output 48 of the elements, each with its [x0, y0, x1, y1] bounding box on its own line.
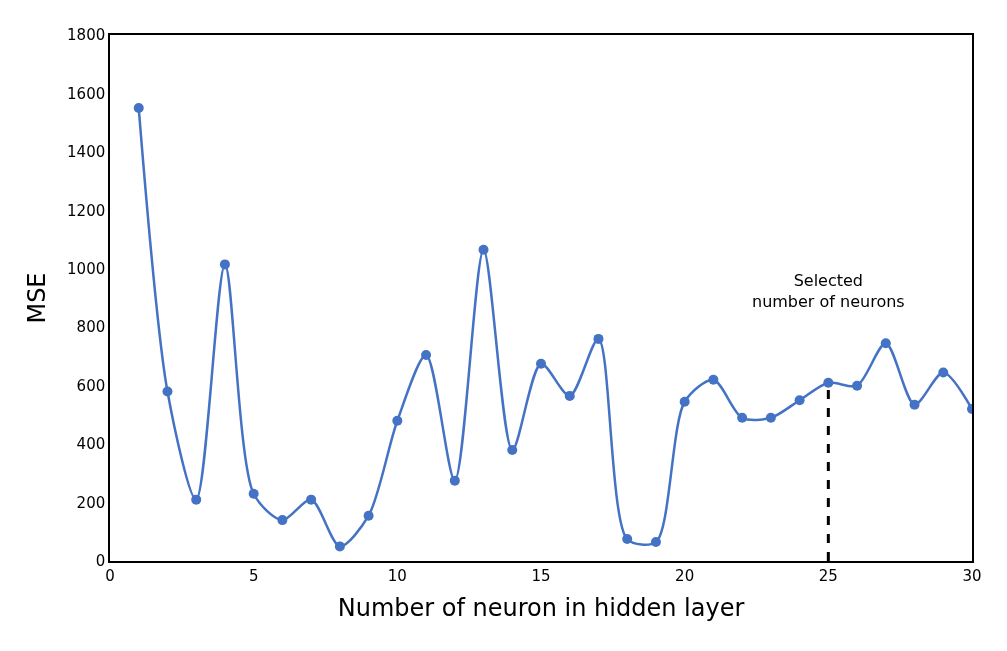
point: [306, 494, 317, 505]
point: [162, 386, 173, 397]
y-tick-label: 1800: [67, 26, 106, 45]
y-tick-label: 1000: [67, 260, 106, 279]
point: [564, 390, 575, 401]
point: [765, 412, 776, 423]
point: [852, 380, 863, 391]
x-tick-label: 10: [387, 566, 407, 585]
point: [277, 515, 288, 526]
point: [191, 494, 202, 505]
x-axis-title: Number of neuron in hidden layer: [337, 593, 745, 622]
point: [708, 374, 719, 385]
y-axis-title: MSE: [22, 272, 51, 324]
y-tick-label: 1600: [67, 84, 106, 103]
point: [794, 395, 805, 406]
x-tick-label: 15: [531, 566, 551, 585]
point: [219, 259, 230, 270]
y-tick-label: 1400: [67, 143, 106, 162]
point: [133, 103, 144, 114]
point: [363, 510, 374, 521]
y-tick-label: 800: [76, 318, 106, 337]
y-tick-label: 0: [95, 552, 106, 571]
y-tick-label: 600: [76, 376, 106, 395]
point: [392, 415, 403, 426]
y-tick-label: 400: [76, 435, 106, 454]
point: [622, 534, 633, 545]
point: [421, 349, 432, 360]
point: [909, 399, 920, 410]
point: [449, 475, 460, 486]
point: [334, 541, 345, 552]
y-tick-label: 1200: [67, 201, 106, 220]
point: [507, 444, 518, 455]
point: [478, 244, 489, 255]
point: [737, 412, 748, 423]
point: [880, 338, 891, 349]
point: [679, 396, 690, 407]
point: [823, 377, 834, 388]
x-tick-label: 25: [818, 566, 838, 585]
point: [938, 367, 949, 378]
x-tick-label: 5: [248, 566, 259, 585]
x-tick-label: 30: [962, 566, 982, 585]
y-tick-label: 200: [76, 493, 106, 512]
x-tick-label: 20: [675, 566, 695, 585]
point: [248, 488, 259, 499]
point: [650, 537, 661, 548]
point: [536, 358, 546, 369]
ref-line-label: Selected number of neurons: [752, 271, 905, 311]
point: [593, 333, 604, 344]
